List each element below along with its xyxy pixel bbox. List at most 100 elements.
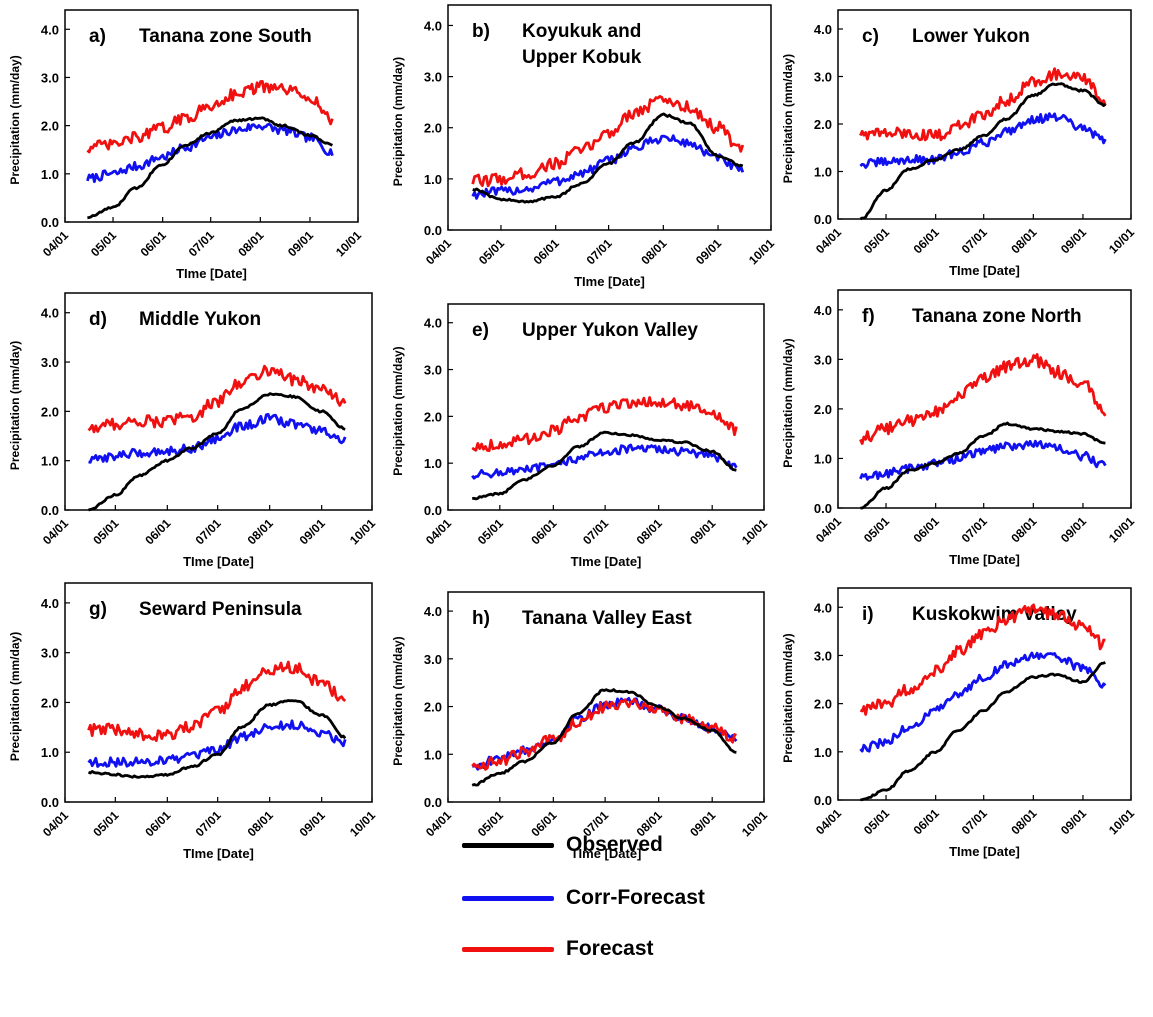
series-line-observed — [87, 699, 347, 779]
x-tick-label: 10/01 — [1106, 514, 1137, 545]
y-axis-label: Precipitation (mm/day) — [781, 338, 795, 467]
panel-letter: d) — [89, 309, 107, 330]
panel-e: 0.0 1.0 2.0 3.0 4.0 04/01 05/01 06/01 07/01 08/01… — [391, 303, 770, 569]
x-tick-label: 07/01 — [959, 225, 990, 256]
y-tick-label: 1.0 — [814, 451, 832, 466]
plot-frame — [837, 9, 1132, 220]
series-line-observed — [472, 112, 744, 204]
x-tick-label: 10/01 — [347, 516, 378, 547]
panel-title: Upper Kobuk — [522, 47, 642, 68]
legend-label-corr-forecast: Corr-Forecast — [566, 886, 705, 909]
y-tick-label: 0.0 — [424, 795, 442, 810]
y-tick-label: 3.0 — [814, 352, 832, 367]
x-tick-label: 07/01 — [959, 514, 990, 545]
panel-letter: b) — [472, 21, 490, 42]
y-tick-label: 1.0 — [41, 454, 59, 469]
x-tick-label: 05/01 — [861, 806, 892, 837]
x-tick-label: 09/01 — [285, 228, 316, 259]
y-tick-label: 0.0 — [814, 501, 832, 516]
plot-frame — [837, 587, 1132, 801]
legend-item-observed: Observed — [462, 830, 663, 860]
x-tick-label: 06/01 — [911, 806, 942, 837]
y-axis-label: Precipitation (mm/day) — [391, 346, 405, 475]
y-tick-label: 3.0 — [424, 652, 442, 667]
x-tick-label: 09/01 — [297, 516, 328, 547]
y-tick-label: 4.0 — [814, 303, 832, 318]
plot-frame — [447, 4, 772, 231]
x-tick-label: 09/01 — [687, 516, 718, 547]
x-axis-label: TIme [Date] — [183, 554, 254, 569]
y-tick-label: 4.0 — [41, 596, 59, 611]
series-line-forecast — [471, 697, 737, 771]
x-tick-label: 09/01 — [1058, 514, 1089, 545]
x-axis-label: TIme [Date] — [571, 846, 642, 861]
x-tick-label: 10/01 — [1106, 806, 1137, 837]
x-tick-label: 06/01 — [528, 516, 559, 547]
y-tick-label: 1.0 — [424, 172, 442, 187]
y-axis-label: Precipitation (mm/day) — [391, 636, 405, 765]
y-axis-label: Precipitation (mm/day) — [8, 55, 22, 184]
panel-title: Middle Yukon — [139, 309, 261, 330]
series-line-forecast — [87, 364, 347, 434]
x-tick-label: 05/01 — [88, 228, 119, 259]
legend-swatch-forecast — [462, 946, 554, 952]
x-tick-label: 08/01 — [1008, 806, 1039, 837]
x-tick-label: 06/01 — [138, 228, 169, 259]
x-axis-label: TIme [Date] — [176, 266, 247, 281]
x-tick-label: 05/01 — [475, 516, 506, 547]
y-axis-label: Precipitation (mm/day) — [8, 341, 22, 470]
x-axis-label: TIme [Date] — [183, 846, 254, 861]
y-tick-label: 4.0 — [424, 316, 442, 331]
y-tick-label: 1.0 — [424, 747, 442, 762]
y-tick-label: 4.0 — [424, 604, 442, 619]
x-tick-label: 10/01 — [746, 236, 777, 267]
y-tick-label: 2.0 — [424, 121, 442, 136]
x-tick-label: 10/01 — [739, 516, 770, 547]
legend-swatch-corr-forecast — [462, 895, 554, 901]
series-line-forecast — [87, 660, 347, 742]
panel-title: Seward Peninsula — [139, 599, 302, 620]
panel-title: Tanana zone North — [912, 306, 1082, 327]
y-tick-label: 1.0 — [41, 167, 59, 182]
x-tick-label: 09/01 — [1058, 806, 1089, 837]
series-line-forecast — [859, 353, 1107, 445]
x-tick-label: 05/01 — [90, 516, 121, 547]
x-tick-label: 05/01 — [90, 808, 121, 839]
series-line-observed — [859, 82, 1107, 221]
x-tick-label: 07/01 — [186, 228, 217, 259]
x-axis-label: TIme [Date] — [574, 274, 645, 289]
y-tick-label: 2.0 — [424, 700, 442, 715]
y-tick-label: 0.0 — [814, 212, 832, 227]
plot-frame — [64, 9, 359, 223]
x-tick-label: 10/01 — [347, 808, 378, 839]
panel-title: Tanana Valley East — [522, 608, 692, 629]
plot-frame — [837, 289, 1132, 509]
x-tick-label: 08/01 — [245, 516, 276, 547]
series-line-corr-forecast — [859, 112, 1107, 169]
y-tick-label: 3.0 — [814, 70, 832, 85]
series-line-observed — [88, 392, 346, 512]
series-line-forecast — [471, 396, 738, 453]
y-tick-label: 2.0 — [814, 402, 832, 417]
y-tick-label: 1.0 — [814, 165, 832, 180]
y-axis-label: Precipitation (mm/day) — [391, 57, 405, 186]
x-tick-label: 06/01 — [142, 808, 173, 839]
plot-frame — [447, 591, 765, 803]
y-tick-label: 4.0 — [424, 18, 442, 33]
y-tick-label: 1.0 — [814, 745, 832, 760]
y-axis-label: Precipitation (mm/day) — [781, 54, 795, 183]
series-line-observed — [471, 688, 737, 787]
y-tick-label: 1.0 — [41, 745, 59, 760]
series-line-observed — [860, 661, 1106, 802]
plot-frame — [447, 303, 765, 511]
x-tick-label: 05/01 — [861, 225, 892, 256]
panel-letter: a) — [89, 26, 106, 47]
panel-g: 0.0 1.0 2.0 3.0 4.0 04/01 05/01 06/01 07/01 08/01… — [8, 582, 378, 861]
panel-title: Lower Yukon — [912, 26, 1030, 47]
panel-d: 0.0 1.0 2.0 3.0 4.0 04/01 05/01 06/01 07/01 08/01… — [8, 292, 378, 569]
x-tick-label: 07/01 — [193, 516, 224, 547]
x-tick-label: 10/01 — [333, 228, 364, 259]
y-axis-label: Precipitation (mm/day) — [781, 633, 795, 762]
x-tick-label: 09/01 — [1058, 225, 1089, 256]
